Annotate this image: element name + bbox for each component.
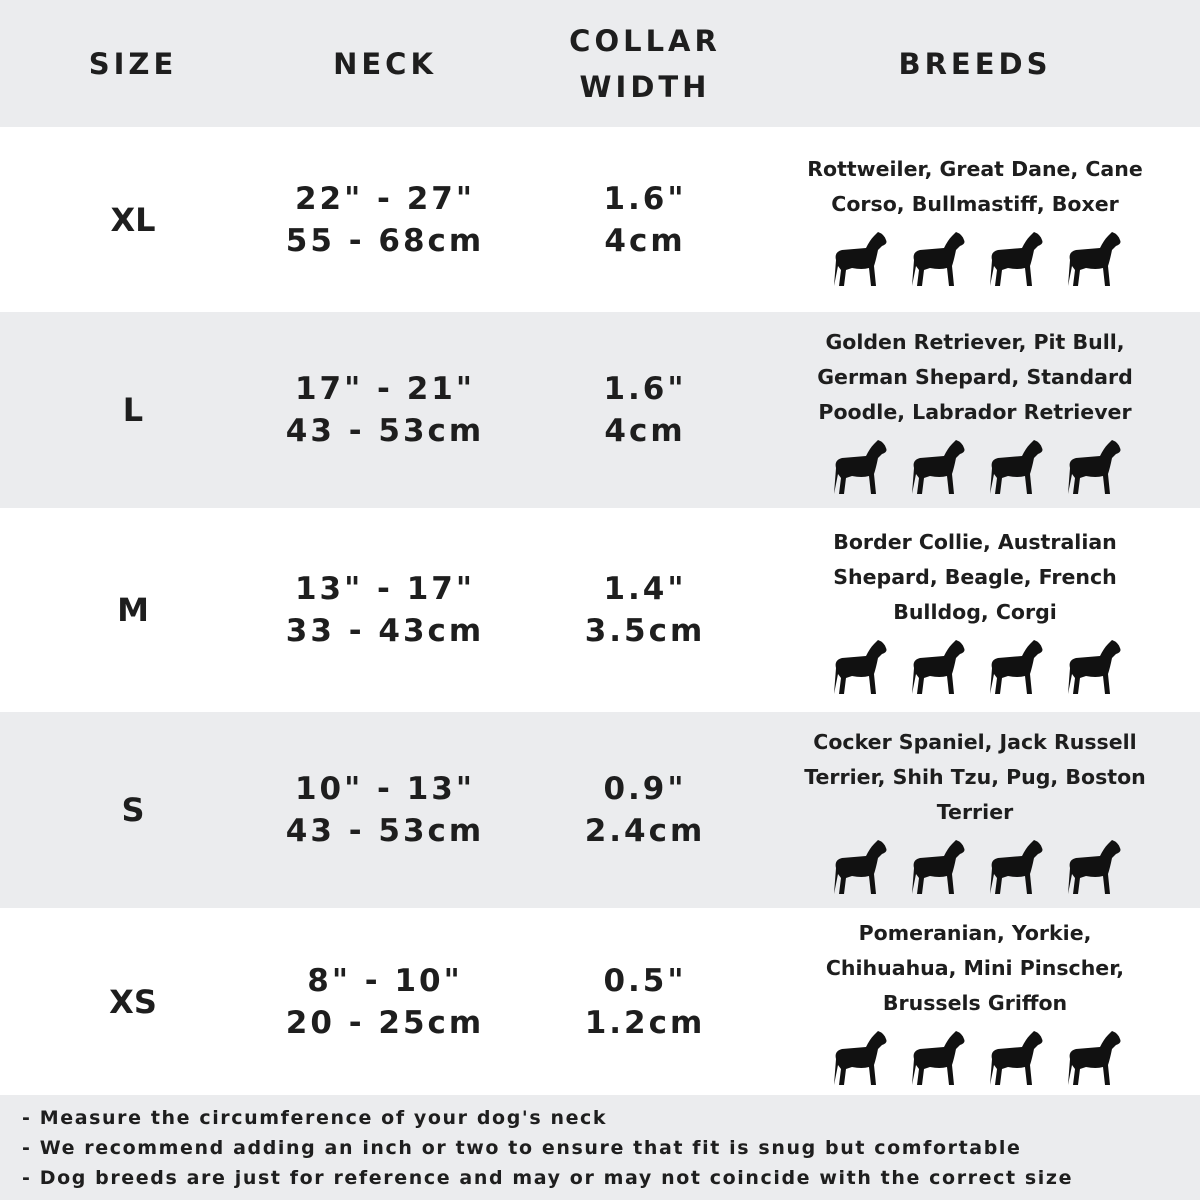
notes-footer: - Measure the circumference of your dog'… [0, 1095, 1200, 1200]
labrador-icon [904, 438, 968, 496]
header-breeds: BREEDS [898, 46, 1052, 81]
collar-width-cm: 3.5cm [584, 613, 706, 649]
breeds-list: Cocker Spaniel, Jack Russell Terrier, Sh… [804, 729, 1146, 824]
breeds-list: Golden Retriever, Pit Bull, German Shepa… [817, 329, 1133, 424]
table-row: XL 22" - 27" 55 - 68cm 1.6" 4cm Rottweiler… [0, 127, 1200, 312]
poodle-icon [982, 438, 1046, 496]
table-header: SIZE NECK COLLAR WIDTH BREEDS [0, 0, 1200, 127]
size-label: M [117, 591, 149, 629]
note: - Measure the circumference of your dog'… [22, 1107, 608, 1129]
bullmastiff-icon [1060, 230, 1124, 288]
german-shepherd-icon [1060, 438, 1124, 496]
table-row: L 17" - 21" 43 - 53cm 1.6" 4cm Golden Retr… [0, 312, 1200, 508]
yorkie-icon [904, 1029, 968, 1087]
size-label: L [122, 391, 144, 429]
neck-inches: 13" - 17" [294, 571, 476, 607]
collar-width-cm: 2.4cm [584, 813, 706, 849]
chihuahua-icon [982, 1029, 1046, 1087]
breeds-list: Pomeranian, Yorkie, Chihuahua, Mini Pins… [825, 921, 1125, 1015]
note: - We recommend adding an inch or two to … [22, 1137, 1022, 1159]
australian-shepherd-icon [826, 638, 890, 696]
header-collar-width-line1: COLLAR [569, 23, 721, 58]
collar-width-inches: 1.4" [603, 571, 687, 607]
pomeranian-icon [826, 1029, 890, 1087]
doberman-icon [982, 230, 1046, 288]
beagle-icon [904, 638, 968, 696]
collar-width-inches: 1.6" [603, 371, 687, 407]
neck-cm: 33 - 43cm [285, 613, 485, 649]
breed-silhouettes [826, 638, 1124, 696]
breed-silhouettes [826, 230, 1124, 288]
header-neck: NECK [333, 46, 437, 81]
collar-width-inches: 0.9" [603, 771, 687, 807]
great-dane-icon [904, 230, 968, 288]
note: - Dog breeds are just for reference and … [22, 1167, 1074, 1189]
collar-width-cm: 1.2cm [584, 1004, 706, 1041]
breeds-list: Border Collie, Australian Shepard, Beagl… [833, 529, 1117, 624]
golden-retriever-icon [826, 438, 890, 496]
neck-inches: 17" - 21" [294, 371, 476, 407]
breed-silhouettes [826, 1029, 1124, 1087]
size-label: S [121, 791, 145, 829]
neck-cm: 55 - 68cm [285, 222, 485, 259]
neck-inches: 10" - 13" [294, 771, 476, 807]
collar-width-cm: 4cm [604, 413, 686, 449]
corgi-icon [1060, 638, 1124, 696]
mini-pinscher-icon [1060, 1029, 1124, 1087]
size-label: XS [109, 982, 157, 1021]
jack-russell-icon [904, 838, 968, 896]
pug-icon [1060, 838, 1124, 896]
header-size: SIZE [88, 46, 178, 81]
neck-inches: 8" - 10" [307, 962, 463, 999]
rottweiler-icon [826, 230, 890, 288]
neck-cm: 43 - 53cm [285, 813, 485, 849]
shih-tzu-icon [982, 838, 1046, 896]
header-collar-width-line2: WIDTH [579, 69, 711, 104]
neck-cm: 43 - 53cm [285, 413, 485, 449]
collar-width-inches: 1.6" [603, 180, 687, 217]
breed-silhouettes [826, 838, 1124, 896]
breeds-list: Rottweiler, Great Dane, Cane Corso, Bull… [807, 156, 1143, 216]
cocker-spaniel-icon [826, 838, 890, 896]
table-row: S 10" - 13" 43 - 53cm 0.9" 2.4cm Cocker Sp… [0, 712, 1200, 908]
collar-width-cm: 4cm [604, 222, 686, 259]
collar-width-inches: 0.5" [603, 962, 687, 999]
neck-inches: 22" - 27" [294, 180, 476, 217]
breed-silhouettes [826, 438, 1124, 496]
french-bulldog-icon [982, 638, 1046, 696]
neck-cm: 20 - 25cm [285, 1004, 485, 1041]
table-row: M 13" - 17" 33 - 43cm 1.4" 3.5cm Border Co… [0, 508, 1200, 712]
size-label: XL [110, 200, 156, 239]
table-row: XS 8" - 10" 20 - 25cm 0.5" 1.2cm Pomerania… [0, 908, 1200, 1095]
